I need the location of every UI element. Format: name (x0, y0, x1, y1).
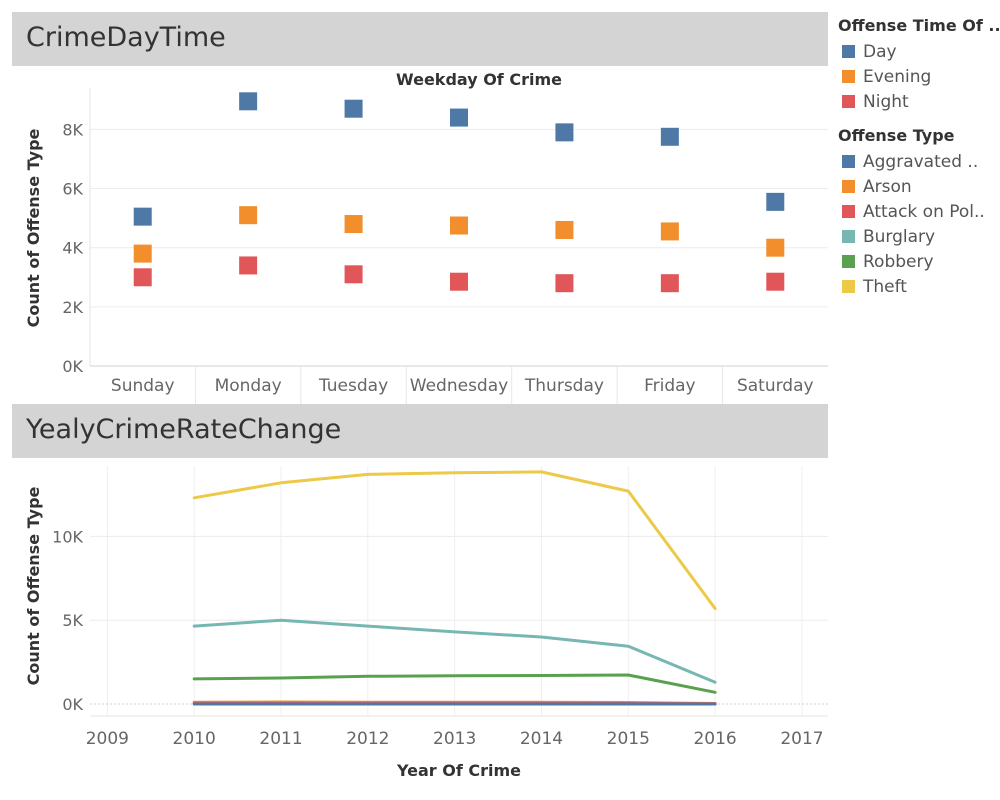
crime-day-time-title: CrimeDayTime (26, 22, 226, 53)
x-tick-label: Friday (644, 376, 696, 396)
legend-swatch-icon (842, 230, 855, 243)
legend-item-arson[interactable]: Arson (838, 175, 985, 200)
legend-item-theft[interactable]: Theft (838, 275, 985, 300)
y-tick-label: 0K (62, 357, 83, 376)
legend-item-burglary[interactable]: Burglary (838, 225, 985, 250)
x-axis-label: Year Of Crime (396, 761, 521, 780)
x-tick-label: 2009 (86, 729, 129, 749)
legend-swatch-icon (842, 155, 855, 168)
y-axis-label: Count of Offense Type (24, 486, 43, 685)
legend-item-evening[interactable]: Evening (838, 65, 1000, 90)
line-burglary (192, 618, 717, 684)
yearly-crime-title: YealyCrimeRateChange (26, 414, 342, 445)
point-evening-monday (239, 206, 258, 225)
legend-swatch-icon (842, 180, 855, 193)
y-tick-label: 0K (62, 695, 83, 714)
x-tick-label: 2011 (259, 729, 302, 749)
point-day-saturday (766, 192, 785, 211)
offense-type-legend[interactable]: Offense Type Aggravated .. Arson Attack on… (838, 126, 985, 300)
x-tick-label: 2010 (173, 729, 216, 749)
point-night-sunday (133, 268, 152, 287)
y-tick-label: 5K (62, 611, 83, 630)
weekday-header: Weekday Of Crime (396, 70, 562, 89)
y-axis-label: Count of Offense Type (24, 128, 43, 327)
x-tick-label: 2014 (520, 729, 563, 749)
yearly-crime-title-bar: YealyCrimeRateChange (12, 404, 828, 458)
legend-label: Evening (863, 67, 932, 87)
line-theft (192, 470, 717, 610)
y-tick-label: 6K (62, 180, 83, 199)
point-day-tuesday (344, 99, 363, 118)
point-day-thursday (555, 123, 574, 142)
legend-swatch-icon (842, 255, 855, 268)
point-day-friday (660, 127, 679, 146)
x-tick-label: Wednesday (410, 376, 508, 396)
offense-time-legend-title: Offense Time Of .. (838, 16, 1000, 35)
point-night-monday (239, 256, 258, 275)
point-night-wednesday (450, 272, 468, 291)
yearly-crime-chart: 0K 5K 10K 2009 2010 2011 2012 2013 2014 2015 2016 2… (24, 466, 828, 780)
legend-item-robbery[interactable]: Robbery (838, 250, 985, 275)
legend-item-aggravated[interactable]: Aggravated .. (838, 150, 985, 175)
legend-label: Burglary (863, 227, 936, 247)
y-tick-label: 8K (62, 120, 83, 139)
legend-swatch-icon (842, 70, 855, 83)
legend-label: Night (863, 92, 909, 112)
point-day-monday (239, 92, 258, 111)
offense-type-legend-title: Offense Type (838, 126, 955, 145)
x-tick-label: Sunday (111, 376, 175, 396)
x-tick-label: 2012 (346, 729, 389, 749)
x-tick-label: 2017 (780, 729, 823, 749)
point-evening-wednesday (450, 216, 468, 235)
legend-label: Day (863, 42, 897, 62)
point-day-wednesday (450, 108, 468, 127)
point-evening-tuesday (344, 215, 363, 234)
x-tick-label: Tuesday (318, 376, 388, 396)
legend-swatch-icon (842, 280, 855, 293)
y-tick-label: 2K (62, 298, 83, 317)
offense-time-legend-items: Day Evening Night (838, 40, 1000, 115)
legend-swatch-icon (842, 45, 855, 58)
point-night-thursday (555, 274, 574, 293)
offense-type-legend-items: Aggravated .. Arson Attack on Pol.. Burglar… (838, 150, 985, 300)
crime-day-time-title-bar: CrimeDayTime (12, 12, 828, 66)
legend-label: Robbery (863, 252, 934, 272)
x-tick-label: Saturday (737, 376, 814, 396)
x-tick-label: Monday (215, 376, 282, 396)
x-tick-label: 2013 (433, 729, 476, 749)
point-evening-sunday (133, 244, 152, 263)
point-night-tuesday (344, 265, 363, 284)
y-tick-label: 4K (62, 239, 83, 258)
x-tick-label: Thursday (524, 376, 604, 396)
offense-time-legend[interactable]: Offense Time Of .. Day Evening Night (838, 16, 1000, 115)
legend-label: Theft (863, 277, 907, 297)
point-night-saturday (766, 272, 785, 291)
point-evening-saturday (766, 238, 785, 257)
legend-label: Aggravated .. (863, 152, 979, 172)
point-evening-thursday (555, 220, 574, 239)
legend-swatch-icon (842, 205, 855, 218)
legend-label: Arson (863, 177, 912, 197)
x-tick-label: 2016 (693, 729, 736, 749)
y-tick-label: 10K (52, 527, 83, 546)
legend-swatch-icon (842, 95, 855, 108)
legend-label: Attack on Pol.. (863, 202, 985, 222)
crime-day-time-chart: Weekday Of Crime 0K 2K 4K 6K 8K Count of Offen… (24, 70, 828, 404)
legend-item-day[interactable]: Day (838, 40, 1000, 65)
point-day-sunday (133, 207, 152, 226)
legend-item-attack-on-pol[interactable]: Attack on Pol.. (838, 200, 985, 225)
point-evening-friday (660, 222, 679, 241)
point-night-friday (660, 274, 679, 293)
x-tick-label: 2015 (607, 729, 650, 749)
line-robbery (192, 673, 717, 694)
legend-item-night[interactable]: Night (838, 90, 1000, 115)
